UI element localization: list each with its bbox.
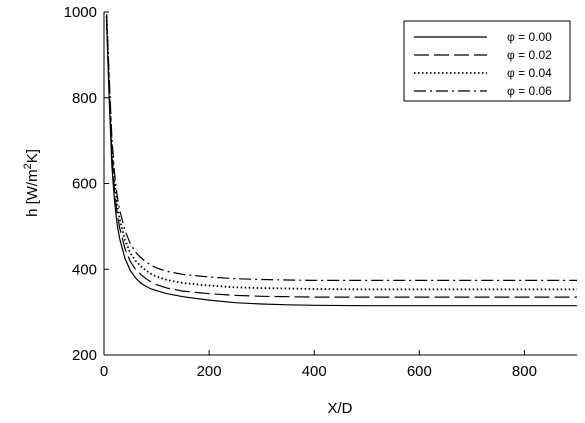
x-tick-label: 600	[407, 363, 432, 380]
y-tick-label: 800	[72, 90, 97, 107]
series-line-2	[105, 16, 577, 291]
x-axis-label: X/D	[327, 400, 352, 417]
series-line-0	[106, 22, 577, 307]
y-axis-label-superscript: 2	[22, 163, 34, 169]
y-ticks: 200 400 600 800 1000	[64, 4, 109, 364]
y-axis-label: h [W/m2K]	[22, 149, 41, 217]
legend-box	[403, 20, 571, 102]
x-tick-label: 400	[302, 363, 327, 380]
y-axis-label-prefix: h [W/m	[24, 169, 41, 217]
y-tick-label: 400	[72, 261, 97, 278]
legend-label-3: φ = 0.06	[507, 84, 552, 98]
series-line-3	[106, 14, 577, 281]
x-tick-label: 200	[197, 363, 222, 380]
y-axis-label-suffix: K]	[24, 149, 41, 163]
legend-label-1: φ = 0.02	[507, 48, 552, 62]
legend: φ = 0.00 φ = 0.02 φ = 0.04 φ = 0.06	[403, 20, 571, 102]
y-tick-label: 200	[72, 347, 97, 364]
series-layer	[105, 14, 577, 307]
x-ticks: 0 200 400 600 800	[100, 350, 537, 380]
y-tick-label: 1000	[64, 4, 97, 21]
x-tick-label: 800	[512, 363, 537, 380]
y-tick-label: 600	[72, 176, 97, 193]
legend-label-2: φ = 0.04	[507, 66, 552, 80]
legend-label-0: φ = 0.00	[507, 30, 552, 44]
series-line-1	[106, 18, 577, 298]
x-tick-label: 0	[100, 363, 108, 380]
